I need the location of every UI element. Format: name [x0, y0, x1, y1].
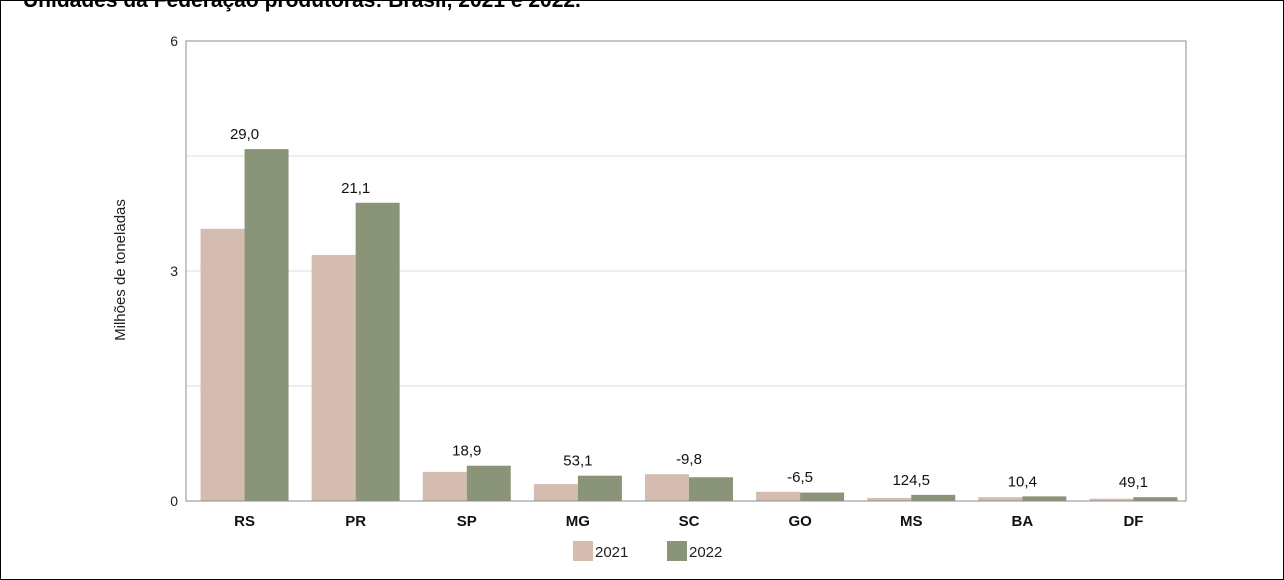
legend-label: 2022	[689, 544, 722, 561]
category-label: PR	[345, 513, 366, 530]
y-tick-label: 3	[170, 263, 178, 279]
category-label: RS	[234, 513, 255, 530]
bar-2021-MG	[533, 484, 578, 501]
bar-2022-MS	[911, 494, 956, 501]
data-label: 10,4	[1008, 473, 1037, 490]
data-label: 21,1	[341, 180, 370, 197]
bar-2022-DF	[1133, 497, 1178, 501]
data-label: 124,5	[892, 472, 930, 489]
category-label: SC	[679, 513, 700, 530]
plot-area-border	[185, 40, 1187, 502]
bar-2022-BA	[1022, 496, 1067, 501]
legend-swatch-2021	[573, 541, 593, 561]
page-title: Unidades da Federação produtoras: Brasil…	[23, 0, 581, 12]
category-label: DF	[1123, 513, 1143, 530]
bars	[200, 149, 1178, 502]
bar-2022-RS	[244, 149, 289, 501]
data-label: 18,9	[452, 443, 481, 460]
bar-2021-PR	[311, 254, 356, 501]
legend-swatch-2022	[667, 541, 687, 561]
bar-2021-MS	[867, 497, 912, 501]
data-label: 53,1	[563, 453, 592, 470]
legend-label: 2021	[595, 544, 628, 561]
bar-2022-SP	[466, 465, 511, 501]
data-label: -9,8	[676, 451, 702, 468]
bar-2022-SC	[689, 477, 733, 501]
bar-2021-SP	[422, 471, 467, 501]
x-axis-categories: RS PR SP MG SC GO MS BA DF	[234, 513, 1143, 530]
bar-2021-DF	[1089, 498, 1134, 501]
bar-2022-PR	[355, 202, 400, 501]
legend: 2021 2022	[573, 541, 722, 561]
category-label: MG	[566, 513, 590, 530]
data-label: -6,5	[787, 469, 813, 486]
bar-2021-RS	[200, 228, 245, 502]
data-labels: 29,0 21,1 18,9 53,1 -9,8 -6,5 124,5 10,4 49,1	[230, 126, 1148, 491]
category-label: MS	[900, 513, 923, 530]
y-axis-label: Milhões de toneladas	[112, 199, 129, 341]
category-label: BA	[1011, 513, 1033, 530]
bar-2021-BA	[978, 497, 1023, 501]
category-label: SP	[457, 513, 477, 530]
bar-2021-GO	[756, 491, 801, 501]
bar-2022-MG	[577, 475, 622, 501]
bar-2021-SC	[645, 474, 689, 501]
y-tick-label: 0	[170, 493, 178, 509]
category-label: GO	[788, 513, 812, 530]
y-axis-ticks: 0 3 6	[170, 33, 178, 509]
bar-2022-GO	[800, 492, 845, 501]
data-label: 29,0	[230, 126, 259, 143]
y-tick-label: 6	[170, 33, 178, 49]
data-label: 49,1	[1119, 474, 1148, 491]
